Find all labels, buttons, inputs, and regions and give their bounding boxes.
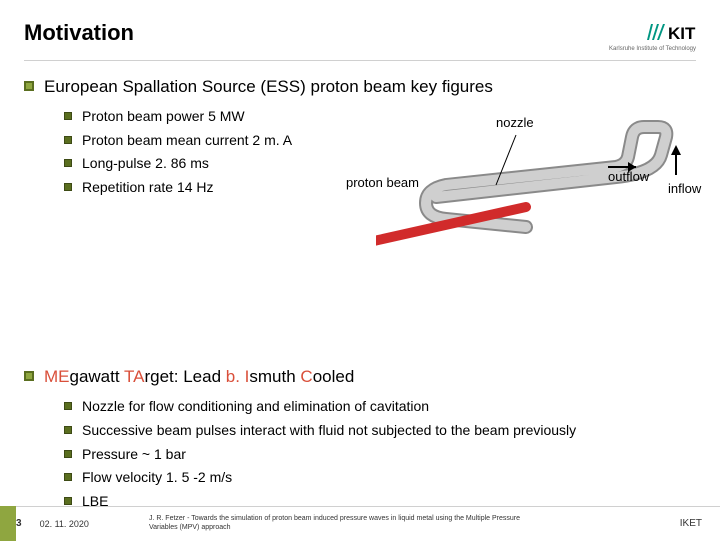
footer-citation: J. R. Fetzer - Towards the simulation of… bbox=[149, 515, 529, 532]
bullet-icon bbox=[64, 450, 72, 458]
section2-list: Nozzle for flow conditioning and elimina… bbox=[64, 397, 696, 511]
diagram-svg bbox=[376, 107, 706, 267]
target-diagram: nozzle proton beam outflow inflow bbox=[376, 107, 706, 267]
list-item: Pressure ~ 1 bar bbox=[64, 445, 696, 465]
footer-date: 02. 11. 2020 bbox=[40, 519, 89, 529]
section1-heading: European Spallation Source (ESS) proton … bbox=[44, 77, 493, 97]
bullet-icon bbox=[64, 426, 72, 434]
slide-title: Motivation bbox=[24, 20, 134, 46]
list-item: Flow velocity 1. 5 -2 m/s bbox=[64, 468, 696, 488]
list-text: Proton beam mean current 2 m. A bbox=[82, 131, 292, 151]
bullet-icon bbox=[64, 473, 72, 481]
footer-institute: IKET bbox=[680, 518, 702, 529]
slide: Motivation KIT Karlsruhe Institute of Te… bbox=[0, 0, 720, 540]
logo-subtitle: Karlsruhe Institute of Technology bbox=[609, 46, 696, 52]
bullet-icon bbox=[64, 402, 72, 410]
bullet-icon bbox=[64, 159, 72, 167]
list-item: Nozzle for flow conditioning and elimina… bbox=[64, 397, 696, 417]
list-text: Successive beam pulses interact with flu… bbox=[82, 421, 576, 441]
list-text: Repetition rate 14 Hz bbox=[82, 178, 214, 198]
content: European Spallation Source (ESS) proton … bbox=[24, 77, 696, 511]
footer: 3 02. 11. 2020 J. R. Fetzer - Towards th… bbox=[0, 506, 720, 540]
footer-accent bbox=[0, 506, 16, 541]
bullet-icon bbox=[24, 81, 34, 91]
proton-beam-label: proton beam bbox=[346, 175, 419, 190]
logo-text: KIT bbox=[668, 24, 696, 43]
inflow-arrow-icon bbox=[671, 145, 681, 175]
outflow-label: outflow bbox=[608, 169, 649, 184]
kit-logo-icon: KIT bbox=[646, 20, 696, 44]
section2-heading-row: MEgawatt TArget: Lead b. Ismuth Cooled bbox=[24, 367, 696, 387]
list-text: Long-pulse 2. 86 ms bbox=[82, 154, 209, 174]
bullet-icon bbox=[64, 183, 72, 191]
nozzle-label: nozzle bbox=[496, 115, 534, 130]
list-text: Pressure ~ 1 bar bbox=[82, 445, 186, 465]
list-text: Proton beam power 5 MW bbox=[82, 107, 245, 127]
page-number: 3 bbox=[16, 518, 22, 529]
section2: MEgawatt TArget: Lead b. Ismuth Cooled N… bbox=[24, 367, 696, 511]
bullet-icon bbox=[64, 136, 72, 144]
logo: KIT Karlsruhe Institute of Technology bbox=[609, 20, 696, 52]
section2-heading: MEgawatt TArget: Lead b. Ismuth Cooled bbox=[44, 367, 354, 387]
bullet-icon bbox=[64, 497, 72, 505]
list-text: Flow velocity 1. 5 -2 m/s bbox=[82, 468, 232, 488]
bullet-icon bbox=[64, 112, 72, 120]
list-item: Successive beam pulses interact with flu… bbox=[64, 421, 696, 441]
header: Motivation KIT Karlsruhe Institute of Te… bbox=[24, 20, 696, 61]
section1-heading-row: European Spallation Source (ESS) proton … bbox=[24, 77, 696, 97]
inflow-label: inflow bbox=[668, 181, 701, 196]
list-text: Nozzle for flow conditioning and elimina… bbox=[82, 397, 429, 417]
bullet-icon bbox=[24, 371, 34, 381]
